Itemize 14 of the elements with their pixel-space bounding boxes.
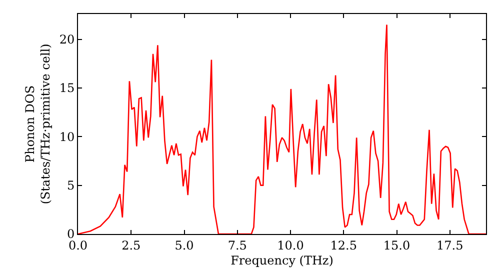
x-tick-label: 2.5	[122, 238, 141, 252]
x-tick-label: 15.0	[383, 238, 410, 252]
y-axis-title: Phonon DOS (States/THz·primitive cell)	[23, 44, 53, 204]
line-series	[78, 24, 486, 234]
x-tick-label: 10.0	[277, 238, 304, 252]
x-tick-label: 17.5	[436, 238, 464, 252]
x-tick-label: 5.0	[174, 238, 194, 252]
y-tick-label: 10	[59, 130, 75, 144]
x-tick-label: 7.5	[228, 238, 247, 252]
y-tick-label: 15	[59, 81, 75, 96]
y-tick-label: 20	[59, 32, 75, 47]
x-tick-label: 12.5	[330, 238, 357, 252]
x-axis-title: Frequency (THz)	[230, 253, 334, 268]
y-tick-label: 5	[66, 178, 75, 193]
